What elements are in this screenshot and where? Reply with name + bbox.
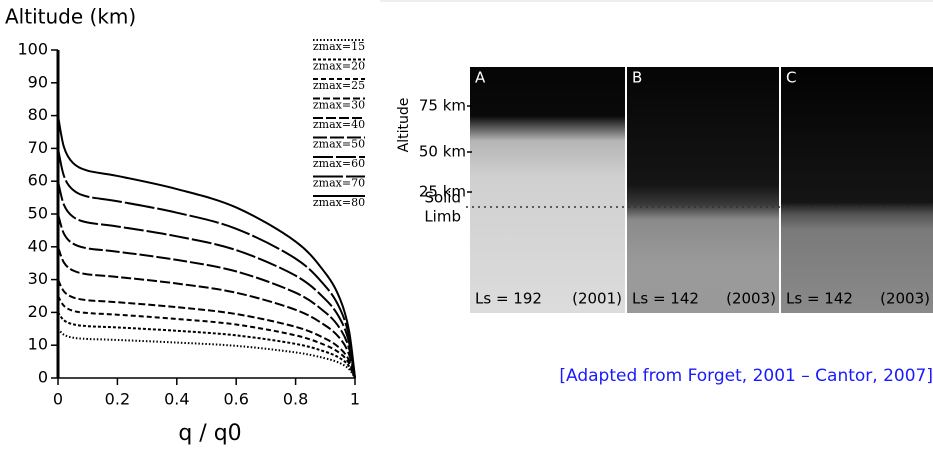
x-tick-label: 1 [350, 390, 360, 409]
line-series [57, 213, 356, 379]
x-tick-label: 0.4 [164, 390, 189, 409]
line-series [57, 148, 356, 379]
image-panel [470, 67, 625, 313]
y-tick-label: 20 [28, 302, 48, 321]
legend-label: zmax=40 [313, 118, 365, 131]
legend-label: zmax=20 [313, 60, 365, 73]
y-tick-label: 60 [28, 171, 48, 190]
legend-label: zmax=60 [313, 157, 365, 170]
y-tick-label: 0 [38, 368, 48, 387]
legend-label: zmax=25 [313, 79, 365, 92]
x-tick-label: 0.8 [283, 390, 308, 409]
legend-label: zmax=80 [313, 196, 365, 209]
altitude-label: Altitude [396, 98, 412, 153]
panel-letter: C [786, 69, 796, 87]
legend-label: zmax=50 [313, 138, 365, 151]
legend-label: zmax=30 [313, 99, 365, 112]
limb-label: Limb [424, 208, 461, 226]
line-series [57, 180, 356, 379]
legend-label: zmax=70 [313, 177, 365, 190]
panel-year: (2003) [880, 290, 930, 308]
line-series [57, 311, 356, 379]
panel-year: (2003) [726, 290, 776, 308]
x-tick-label: 0.2 [105, 390, 130, 409]
panel-ls: Ls = 142 [632, 290, 699, 308]
altitude-tick: 75 km [419, 97, 466, 115]
y-tick-label: 50 [28, 204, 48, 223]
line-series [57, 246, 356, 379]
image-panel [627, 67, 779, 313]
y-tick-label: 80 [28, 105, 48, 124]
y-tick-label: 10 [28, 335, 48, 354]
figure: Altitude 75 km 50 km 25 km Solid Limb A L… [396, 67, 933, 313]
altitude-tick: 50 km [419, 143, 466, 161]
line-series [57, 295, 356, 379]
y-tick-label: 30 [28, 269, 48, 288]
line-series [57, 279, 356, 379]
image-panel [781, 67, 933, 313]
y-tick-label: 100 [17, 40, 48, 59]
altitude-tick: 25 km [419, 183, 466, 201]
line-series [57, 115, 356, 379]
limb-label: Solid [424, 189, 461, 207]
legend-label: zmax=15 [313, 40, 365, 53]
y-tick-label: 40 [28, 236, 48, 255]
y-tick-label: 90 [28, 72, 48, 91]
panel-year: (2001) [572, 290, 622, 308]
line-series [57, 328, 356, 379]
panel-letter: A [475, 69, 486, 87]
x-axis-title: q / q0 [178, 421, 241, 446]
x-tick-label: 0.6 [223, 390, 248, 409]
panel-ls: Ls = 142 [786, 290, 853, 308]
panel-letter: B [632, 69, 642, 87]
y-axis-title: Altitude (km) [5, 5, 136, 29]
y-tick-label: 70 [28, 138, 48, 157]
x-tick-label: 0 [53, 390, 63, 409]
caption: [Adapted from Forget, 2001 – Cantor, 200… [559, 366, 933, 386]
panel-ls: Ls = 192 [475, 290, 542, 308]
